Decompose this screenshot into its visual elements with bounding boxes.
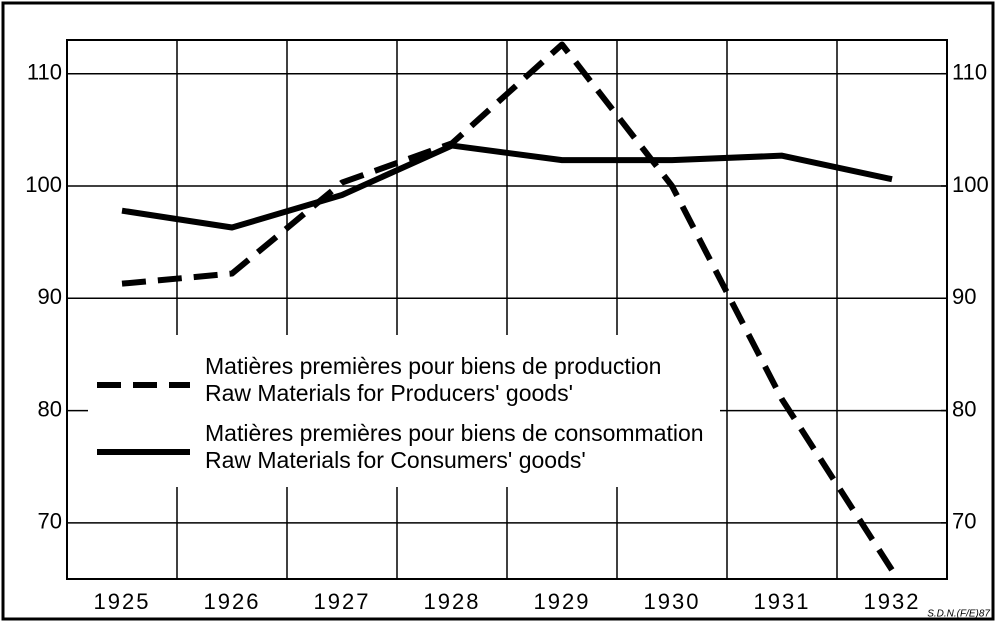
x-tick-label: 1926 xyxy=(204,589,261,614)
y2-tick-label: 70 xyxy=(952,509,976,534)
series-line xyxy=(121,41,895,572)
grid xyxy=(67,40,947,579)
legend-box xyxy=(88,335,720,487)
x-tick-label: 1927 xyxy=(314,589,371,614)
legend-label: Matières premières pour biens de consomm… xyxy=(205,420,704,446)
x-tick-label: 1932 xyxy=(864,589,921,614)
y2-tick-label: 90 xyxy=(952,284,976,309)
footnote: S.D.N.(F/E)87 xyxy=(927,609,990,620)
y2-tick-label: 80 xyxy=(952,396,976,421)
y2-tick-label: 100 xyxy=(952,172,989,197)
y-tick-label: 110 xyxy=(27,60,62,85)
x-tick-label: 1929 xyxy=(534,589,591,614)
legend-label: Raw Materials for Producers' goods' xyxy=(205,380,573,406)
y-tick-label: 70 xyxy=(38,509,62,534)
x-tick-label: 1930 xyxy=(644,589,701,614)
x-tick-label: 1925 xyxy=(94,589,151,614)
y-tick-label: 90 xyxy=(38,284,62,309)
y2-tick-label: 110 xyxy=(952,60,987,85)
y-tick-label: 100 xyxy=(25,172,62,197)
legend: Matières premières pour biens de product… xyxy=(88,335,720,487)
y-tick-label: 80 xyxy=(38,396,62,421)
plot-frame xyxy=(66,39,948,580)
x-tick-label: 1931 xyxy=(754,589,811,614)
lines xyxy=(121,41,895,572)
series-line xyxy=(121,142,893,231)
legend-label: Matières premières pour biens de product… xyxy=(205,353,661,379)
x-tick-label: 1928 xyxy=(424,589,481,614)
legend-label: Raw Materials for Consumers' goods' xyxy=(205,447,586,473)
